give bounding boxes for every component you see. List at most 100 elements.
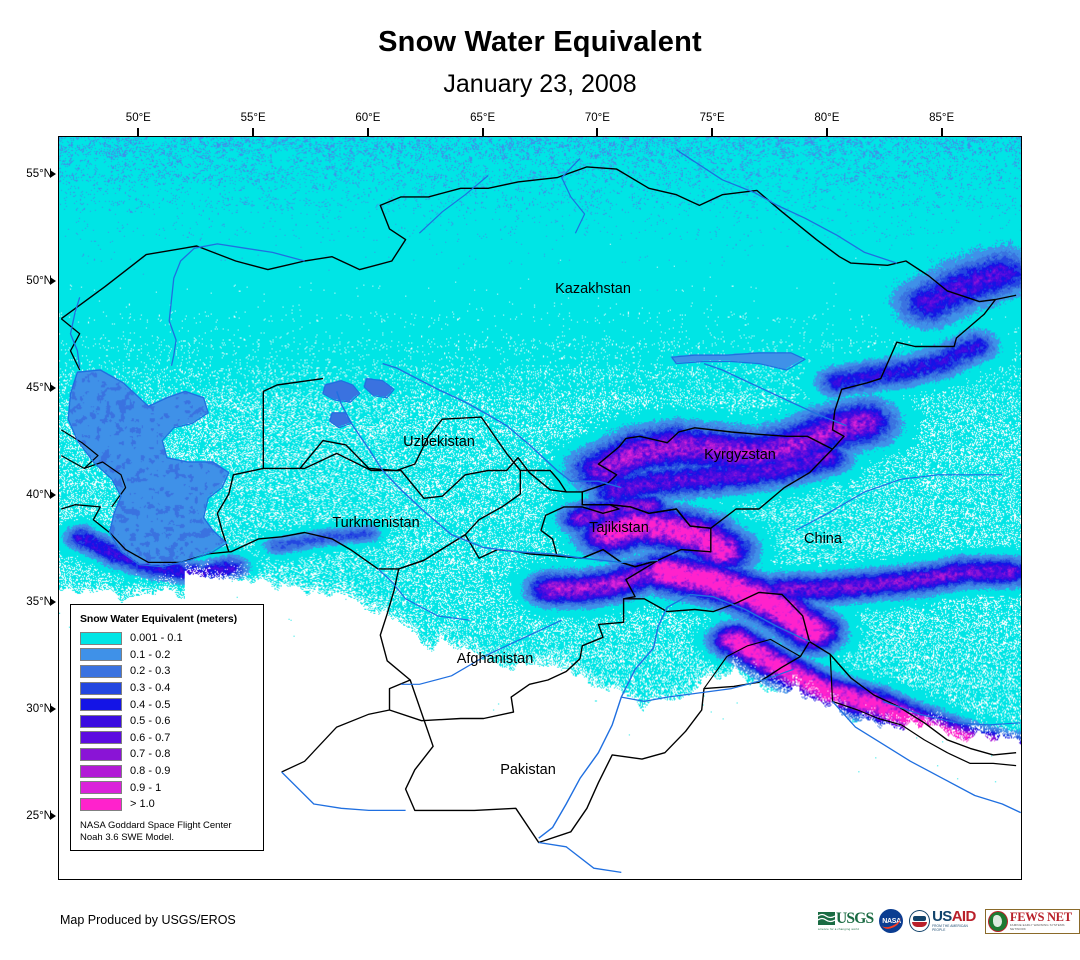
lat-tick-mark — [50, 277, 56, 286]
country-label-turkmenistan: Turkmenistan — [332, 515, 420, 531]
river-sutlej — [621, 668, 794, 703]
fews-wordmark: FEWS NET — [1009, 910, 1072, 924]
lon-tick-label: 75°E — [699, 112, 725, 124]
legend-class-row: 0.3 - 0.4 — [80, 680, 255, 697]
legend-swatch — [80, 714, 122, 728]
river-ural — [168, 243, 305, 366]
legend-swatch — [80, 747, 122, 761]
nasa-wordmark: NASA — [882, 918, 901, 925]
river-ganges — [832, 700, 1021, 814]
border-turkmenistan-west — [216, 467, 264, 553]
coastline-aral-sea-2 — [329, 412, 352, 429]
legend-title: Snow Water Equivalent (meters) — [80, 613, 238, 625]
border-pakistan — [404, 591, 811, 844]
legend-class-label: > 1.0 — [130, 798, 155, 811]
legend-swatch — [80, 681, 122, 695]
lon-tick-label: 65°E — [470, 112, 496, 124]
map-credit: Map Produced by USGS/EROS — [60, 913, 236, 927]
legend-swatch — [80, 764, 122, 778]
country-label-kyrgyzstan: Kyrgyzstan — [704, 447, 776, 463]
usgs-wordmark: USGS — [836, 909, 874, 927]
page-title: Snow Water Equivalent — [378, 26, 702, 58]
river-ili — [703, 362, 847, 427]
legend-class-row: 0.6 - 0.7 — [80, 730, 255, 747]
border-mongolia — [995, 294, 1017, 301]
legend-class-label: 0.4 - 0.5 — [130, 698, 171, 711]
legend-credit-line-2: Noah 3.6 SWE Model. — [80, 831, 174, 843]
border-kz-china — [831, 299, 997, 450]
lat-tick-label: 55°N — [26, 168, 52, 181]
border-india-north — [703, 638, 801, 689]
lon-tick-mark — [596, 128, 599, 136]
lon-tick-mark — [137, 128, 140, 136]
lon-tick-mark — [481, 128, 484, 136]
border-kyrgyzstan — [581, 427, 834, 529]
country-label-pakistan: Pakistan — [500, 762, 556, 778]
river-helmand — [401, 619, 562, 685]
border-dagestan — [60, 429, 99, 469]
page-subtitle: January 23, 2008 — [443, 70, 637, 98]
legend-class-label: 0.6 - 0.7 — [130, 731, 171, 744]
lon-tick-mark — [252, 128, 255, 136]
legend-class-label: 0.2 - 0.3 — [130, 665, 171, 678]
legend-class-row: 0.2 - 0.3 — [80, 663, 255, 680]
legend-swatch — [80, 664, 122, 678]
legend-credit: NASA Goddard Space Flight Center Noah 3.… — [80, 820, 255, 844]
usgs-wave-icon — [818, 912, 835, 925]
lon-tick-label: 55°E — [240, 112, 266, 124]
legend-class-label: 0.3 - 0.4 — [130, 682, 171, 695]
border-iran-north — [61, 504, 229, 564]
border-afghanistan — [379, 534, 659, 722]
border-russia-southwest — [60, 318, 81, 371]
river-syr-darya — [382, 362, 622, 489]
lon-tick-mark — [711, 128, 714, 136]
fews-net-logo[interactable]: FEWS NET FAMINE EARLY WARNING SYSTEMS NE… — [985, 907, 1080, 935]
coastline-aral-sea-0 — [322, 380, 361, 403]
legend-class-row: 0.4 - 0.5 — [80, 696, 255, 713]
legend-swatch — [80, 698, 122, 712]
usaid-wordmark: USAID — [932, 908, 976, 925]
lon-tick-mark — [825, 128, 828, 136]
map-frame[interactable]: Kazakhstan Uzbekistan Turkmenistan Kyrgyzst… — [58, 136, 1022, 880]
lon-tick-mark — [366, 128, 369, 136]
legend-swatch — [80, 631, 122, 645]
legend-class-row: 0.5 - 0.6 — [80, 713, 255, 730]
river-indus — [538, 593, 810, 839]
river-hari-rud — [377, 568, 470, 621]
legend-class-label: 0.8 - 0.9 — [130, 765, 171, 778]
usaid-logo[interactable]: USAID FROM THE AMERICAN PEOPLE — [909, 907, 979, 935]
river-irtysh — [676, 149, 898, 264]
country-label-china: China — [804, 531, 842, 547]
map-legend: Snow Water Equivalent (meters) 0.001 - 0… — [70, 604, 264, 851]
agency-logo-row: USGS science for a changing world NASA U… — [818, 906, 1080, 936]
river-volga — [69, 297, 81, 368]
border-turkmenistan-south — [228, 470, 521, 570]
coastline-lake-balkhash — [671, 352, 806, 371]
fews-tagline: FAMINE EARLY WARNING SYSTEMS NETWORK — [1009, 923, 1065, 931]
usgs-tagline: science for a changing world — [818, 926, 860, 931]
nasa-swoosh-icon — [879, 911, 903, 931]
lat-tick-label: 30°N — [26, 702, 52, 715]
usgs-logo[interactable]: USGS science for a changing world — [818, 907, 874, 935]
legend-class-label: 0.1 - 0.2 — [130, 648, 171, 661]
legend-class-row: > 1.0 — [80, 796, 255, 813]
border-china-himalaya — [809, 641, 1017, 756]
lon-tick-label: 60°E — [355, 112, 381, 124]
border-kazakhstan-north — [60, 166, 996, 320]
legend-swatch — [80, 781, 122, 795]
legend-class-row: 0.001 - 0.1 — [80, 630, 255, 647]
border-caucasus — [61, 455, 127, 508]
lat-tick-mark — [50, 598, 56, 607]
map-vector-overlay — [60, 149, 1021, 874]
lon-tick-label: 50°E — [125, 112, 151, 124]
legend-class-row: 0.8 - 0.9 — [80, 763, 255, 780]
legend-swatch — [80, 797, 122, 811]
country-label-tajikistan: Tajikistan — [589, 520, 649, 536]
country-label-uzbekistan: Uzbekistan — [403, 434, 475, 450]
lon-tick-mark — [940, 128, 943, 136]
coastline-arabian-sea — [281, 771, 406, 812]
usaid-tagline: FROM THE AMERICAN PEOPLE — [932, 924, 968, 932]
legend-class-row: 0.7 - 0.8 — [80, 746, 255, 763]
nasa-logo[interactable]: NASA — [879, 907, 904, 935]
lon-tick-label: 70°E — [584, 112, 610, 124]
